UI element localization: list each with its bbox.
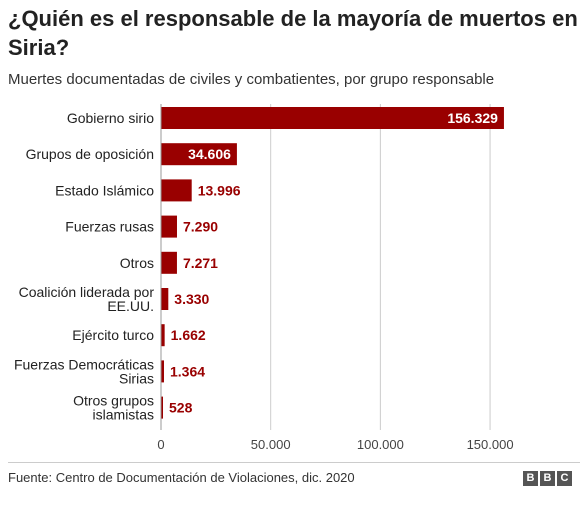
value-label: 156.329 bbox=[447, 110, 498, 126]
category-label: Estado Islámico bbox=[55, 182, 154, 198]
x-tick-label: 100.000 bbox=[357, 437, 404, 452]
x-tick-label: 150.000 bbox=[467, 437, 514, 452]
value-label: 1.364 bbox=[170, 363, 205, 379]
category-label: Otros bbox=[120, 255, 154, 271]
logo-letter: C bbox=[557, 471, 572, 486]
category-label: Fuerzas rusas bbox=[65, 219, 154, 235]
category-label: Ejército turco bbox=[72, 327, 154, 343]
bar bbox=[161, 360, 164, 383]
value-label: 7.290 bbox=[183, 219, 218, 235]
bar bbox=[161, 324, 165, 347]
value-label: 1.662 bbox=[171, 327, 206, 343]
bar bbox=[161, 215, 177, 238]
x-tick-label: 50.000 bbox=[251, 437, 291, 452]
bar bbox=[161, 179, 192, 202]
logo-letter: B bbox=[540, 471, 555, 486]
value-label: 3.330 bbox=[174, 291, 209, 307]
value-label: 34.606 bbox=[188, 146, 231, 162]
value-label: 528 bbox=[169, 400, 193, 416]
footer-divider bbox=[8, 462, 580, 463]
bar bbox=[161, 288, 169, 310]
value-label: 13.996 bbox=[198, 182, 241, 198]
bbc-logo: B B C bbox=[523, 471, 572, 486]
source-note: Fuente: Centro de Documentación de Viola… bbox=[8, 470, 355, 485]
x-tick-label: 0 bbox=[157, 437, 164, 452]
bar bbox=[161, 396, 163, 419]
bar bbox=[161, 107, 504, 129]
category-label: Gobierno sirio bbox=[67, 110, 154, 126]
category-label: Fuerzas Democráticas Sirias bbox=[14, 356, 154, 386]
bar bbox=[161, 143, 237, 166]
chart-subtitle: Muertes documentadas de civiles y combat… bbox=[8, 71, 495, 88]
logo-letter: B bbox=[523, 471, 538, 486]
bar bbox=[161, 251, 177, 274]
category-label: Grupos de oposición bbox=[26, 146, 154, 162]
category-label: Coalición liderada por EE.UU. bbox=[19, 284, 155, 314]
value-label: 7.271 bbox=[183, 255, 218, 271]
bar-chart: 0 50.000 100.000 150.000 Gobierno sirio 156.3… bbox=[14, 104, 514, 452]
chart-title: ¿Quién es el responsable de la mayoría d… bbox=[8, 6, 578, 60]
category-label: Otros grupos islamistas bbox=[73, 393, 154, 423]
